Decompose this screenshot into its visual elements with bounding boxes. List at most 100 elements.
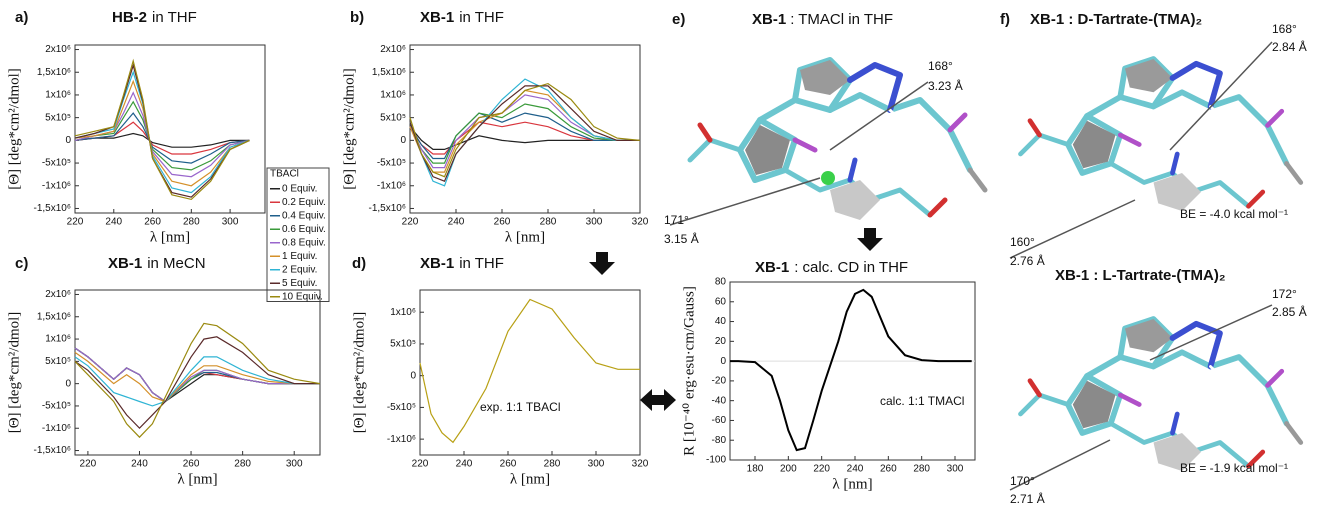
y-axis-label: [Θ] [deg*cm²/dmol]: [6, 68, 22, 190]
legend-label: 0.8 Equiv.: [282, 237, 326, 248]
series-line: [75, 81, 250, 186]
annotation: calc. 1:1 TMACl: [880, 394, 964, 408]
distance: 2.71 Å: [1010, 491, 1045, 506]
y-tick-label: 0: [720, 356, 726, 367]
y-tick-label: -1,5x10⁶: [369, 203, 406, 214]
x-tick-label: 240: [105, 217, 122, 228]
y-tick-label: -5x10⁵: [42, 158, 71, 169]
angle: 168°: [1272, 22, 1297, 36]
panel-title-bold: XB-1: [420, 9, 454, 26]
distance: 3.15 Å: [664, 231, 699, 246]
x-tick-label: 300: [588, 459, 605, 470]
panel-label: a): [15, 9, 28, 26]
x-tick-label: 260: [183, 459, 200, 470]
x-axis-label: λ [nm]: [177, 471, 217, 487]
x-tick-label: 300: [947, 464, 964, 475]
y-tick-label: -1x10⁶: [377, 180, 406, 191]
legend-label: 5 Equiv.: [282, 278, 317, 289]
series-line: [410, 95, 640, 168]
y-axis-label: [Θ] [deg*cm²/dmol]: [6, 312, 22, 434]
y-tick-label: -60: [712, 415, 727, 426]
x-tick-label: 300: [586, 217, 603, 228]
panel-label: b): [350, 9, 364, 26]
y-tick-label: -80: [712, 435, 727, 446]
arrow-down: [589, 252, 615, 275]
arrow-down: [857, 228, 883, 251]
y-tick-label: 1x10⁶: [45, 90, 71, 101]
y-tick-label: 20: [715, 336, 727, 347]
panel-title-bold: XB-1: [752, 11, 786, 28]
x-tick-label: 180: [747, 464, 764, 475]
molecule: [1021, 319, 1301, 471]
plot-frame: [75, 290, 320, 455]
y-axis-label: R [10⁻⁴⁰ erg·esu·cm/Gauss]: [681, 286, 697, 456]
y-tick-label: 2x10⁶: [45, 289, 71, 300]
angle: 172°: [1272, 287, 1297, 301]
y-tick-label: 5x10⁵: [45, 356, 71, 367]
panel-label: c): [15, 255, 28, 272]
y-tick-label: -40: [712, 395, 727, 406]
x-tick-label: 240: [131, 459, 148, 470]
y-tick-label: -1,5x10⁶: [34, 445, 71, 456]
legend-label: 2 Equiv.: [282, 264, 317, 275]
x-tick-label: 240: [847, 464, 864, 475]
x-tick-label: 240: [456, 459, 473, 470]
panel-title-bold: XB-1: [108, 255, 142, 272]
angle: 171°: [664, 213, 689, 227]
angle: 160°: [1010, 235, 1035, 249]
x-tick-label: 220: [813, 464, 830, 475]
panel-title: : calc. CD in THF: [794, 259, 908, 276]
series-line: [75, 348, 320, 402]
chloride: [821, 171, 835, 185]
panel-title-bold: XB-1: [420, 255, 454, 272]
x-tick-label: 300: [222, 217, 239, 228]
y-tick-label: -20: [712, 376, 727, 387]
y-tick-label: 1,5x10⁶: [37, 67, 71, 78]
x-tick-label: 200: [780, 464, 797, 475]
x-tick-label: 280: [234, 459, 251, 470]
plot-frame: [420, 290, 640, 455]
y-tick-label: 2x10⁶: [45, 44, 71, 55]
x-tick-label: 320: [632, 459, 649, 470]
y-tick-label: 1,5x10⁶: [37, 311, 71, 322]
panel-title-bold: HB-2: [112, 9, 147, 26]
y-tick-label: 1x10⁶: [390, 307, 416, 318]
double-arrow: [640, 389, 676, 411]
x-tick-label: 260: [880, 464, 897, 475]
y-tick-label: -5x10⁵: [377, 158, 406, 169]
x-tick-label: 320: [632, 217, 649, 228]
series-line: [410, 90, 640, 172]
legend-label: 0 Equiv.: [282, 183, 317, 194]
binding-energy: BE = -4.0 kcal mol⁻¹: [1180, 207, 1288, 221]
angle: 168°: [928, 59, 953, 73]
x-tick-label: 260: [500, 459, 517, 470]
distance: 2.76 Å: [1010, 253, 1045, 268]
x-tick-label: 260: [494, 217, 511, 228]
x-tick-label: 220: [80, 459, 97, 470]
y-tick-label: 5x10⁵: [390, 339, 416, 350]
x-axis-label: λ [nm]: [150, 229, 190, 245]
x-axis-label: λ [nm]: [832, 476, 872, 492]
y-tick-label: -5x10⁵: [42, 401, 71, 412]
annotation: exp. 1:1 TBACl: [480, 400, 560, 414]
panel-title: in THF: [459, 9, 504, 26]
x-tick-label: 280: [183, 217, 200, 228]
molecule: [1021, 59, 1301, 211]
x-tick-label: 260: [144, 217, 161, 228]
distance: 2.85 Å: [1272, 304, 1307, 319]
pointer: [1010, 200, 1135, 258]
figure: e) XB-1 : TMACl in THF 168° 3.23 Å 171° …: [0, 0, 1333, 509]
panel-title: in THF: [459, 255, 504, 272]
series-line: [730, 290, 972, 450]
x-axis-label: λ [nm]: [505, 229, 545, 245]
x-tick-label: 240: [448, 217, 465, 228]
legend-title: TBACl: [270, 169, 299, 180]
y-tick-label: 0: [65, 378, 71, 389]
y-tick-label: 80: [715, 277, 727, 288]
x-axis-label: λ [nm]: [510, 471, 550, 487]
panel-title: in MeCN: [147, 255, 205, 272]
legend-label: 0.2 Equiv.: [282, 197, 326, 208]
x-tick-label: 220: [402, 217, 419, 228]
series-line: [420, 300, 640, 443]
y-tick-label: 1x10⁶: [45, 334, 71, 345]
